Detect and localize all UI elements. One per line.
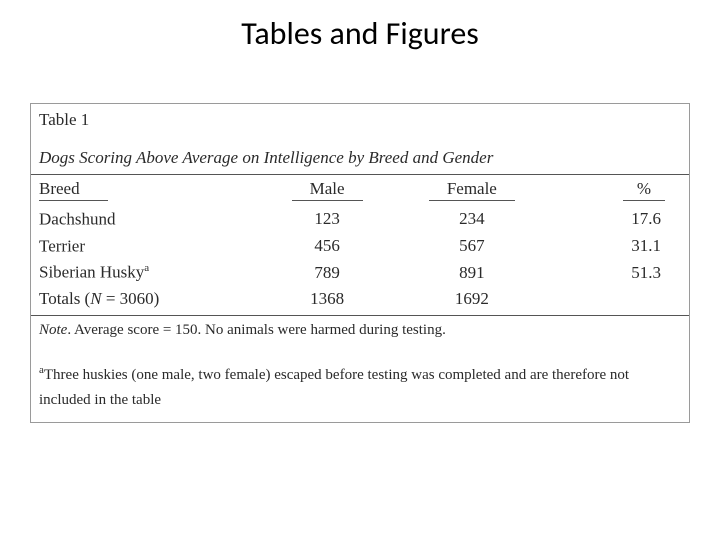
table-header-row: Breed Male Female %	[31, 175, 689, 207]
table-container: Table 1 Dogs Scoring Above Average on In…	[30, 103, 690, 423]
cell-male: 456	[255, 233, 400, 260]
cell-breed: Terrier	[31, 233, 255, 260]
table-row: Siberian Huskya 789 891 51.3	[31, 259, 689, 286]
slide-title: Tables and Figures	[0, 0, 720, 73]
cell-pct: 51.3	[544, 259, 689, 286]
col-header-male: Male	[255, 175, 400, 207]
cell-female: 891	[399, 259, 544, 286]
cell-breed: Siberian Huskya	[31, 259, 255, 286]
table-caption: Dogs Scoring Above Average on Intelligen…	[31, 132, 689, 174]
cell-male: 123	[255, 206, 400, 233]
footnote-text: Three huskies (one male, two female) esc…	[39, 367, 629, 409]
table-totals-row: Totals (N = 3060) 1368 1692	[31, 286, 689, 316]
cell-totals-pct	[544, 286, 689, 316]
cell-pct: 17.6	[544, 206, 689, 233]
cell-totals-female: 1692	[399, 286, 544, 316]
col-header-breed: Breed	[31, 175, 255, 207]
table-footnote: aThree huskies (one male, two female) es…	[31, 341, 689, 422]
table-note: Note. Average score = 150. No animals we…	[31, 316, 689, 341]
data-table: Breed Male Female % Dachshund 123 234 17…	[31, 174, 689, 316]
cell-totals-male: 1368	[255, 286, 400, 316]
table-number: Table 1	[31, 104, 689, 132]
table-row: Terrier 456 567 31.1	[31, 233, 689, 260]
cell-totals-label: Totals (N = 3060)	[31, 286, 255, 316]
cell-pct: 31.1	[544, 233, 689, 260]
cell-breed: Dachshund	[31, 206, 255, 233]
col-header-female: Female	[399, 175, 544, 207]
cell-male: 789	[255, 259, 400, 286]
note-text: . Average score = 150. No animals were h…	[67, 322, 446, 338]
col-header-pct: %	[544, 175, 689, 207]
cell-female: 567	[399, 233, 544, 260]
note-label: Note	[39, 322, 67, 338]
table-row: Dachshund 123 234 17.6	[31, 206, 689, 233]
cell-female: 234	[399, 206, 544, 233]
